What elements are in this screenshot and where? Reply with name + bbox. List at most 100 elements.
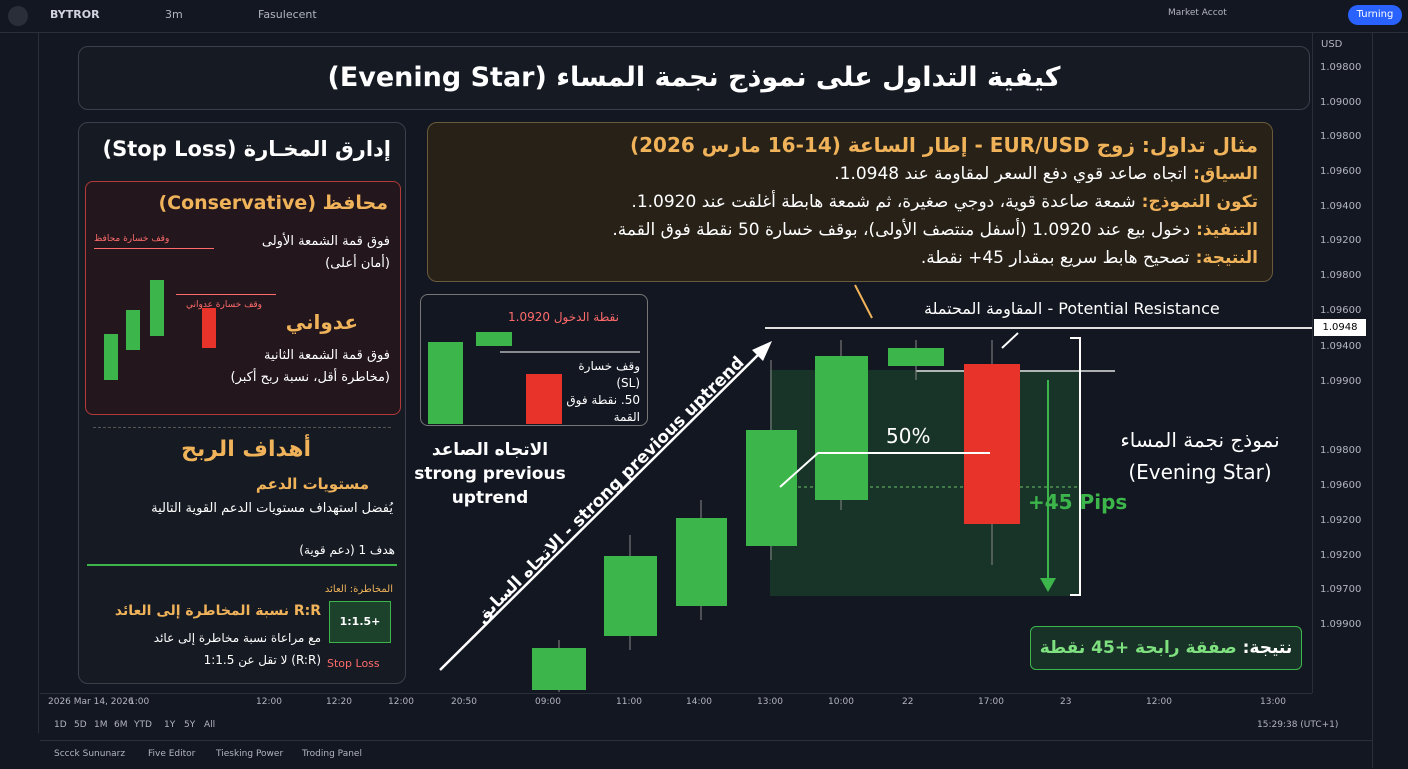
- example-title: مثال تداول: زوج EUR/USD - إطار الساعة (1…: [630, 133, 1258, 157]
- price-label: 1.09800: [1320, 131, 1362, 142]
- range[interactable]: All: [204, 720, 216, 730]
- time-label: 17:00: [978, 697, 1004, 707]
- tab[interactable]: Sccck Sununarz: [54, 749, 126, 759]
- aggressive-line-label: وقف خسارة عدواني: [186, 300, 263, 310]
- example-label: التنفيذ:: [1196, 220, 1258, 240]
- example-label: تكون النموذج:: [1141, 192, 1258, 212]
- example-text: دخول بيع عند 1.0920 (أسفل منتصف الأولى)،…: [612, 220, 1191, 240]
- inset-sl: وقف خسارة (SL) 50. نقطة فوق القمة: [560, 358, 640, 426]
- inset-candle: [428, 342, 463, 424]
- rr-stop: Stop Loss: [327, 657, 380, 670]
- clock: 15:29:38 (UTC+1): [1257, 720, 1339, 730]
- sl-box: محافظ (Conservative) وقف خسارة محافظ فوق…: [85, 181, 401, 415]
- price-label: 1.09600: [1320, 166, 1362, 177]
- mini-candle: [104, 334, 118, 380]
- left-toolbar: [0, 33, 39, 733]
- candle: [604, 556, 657, 636]
- pattern-label: نموذج نجمة المساء (Evening Star): [1090, 424, 1310, 488]
- trend-arrow: [439, 347, 766, 671]
- candle: [746, 430, 797, 546]
- time-axis: [40, 693, 1312, 714]
- range[interactable]: 5Y: [184, 720, 196, 730]
- uptrend-label: الاتجاه الصاعد strong previous uptrend: [412, 438, 568, 510]
- example-line: التنفيذ:دخول بيع عند 1.0920 (أسفل منتصف …: [442, 216, 1258, 244]
- example-text: تصحيح هابط سريع بمقدار 45+ نقطة.: [920, 248, 1190, 268]
- tab[interactable]: Five Editor: [148, 749, 196, 759]
- range[interactable]: 1M: [94, 720, 108, 730]
- range[interactable]: 5D: [74, 720, 87, 730]
- pattern-ar: نموذج نجمة المساء: [1120, 428, 1280, 452]
- bottom-bar: [40, 740, 1372, 769]
- price-label: 1.09600: [1320, 480, 1362, 491]
- sl-heading: إدارق المخـارة (Stop Loss): [102, 137, 391, 161]
- tab[interactable]: Tiesking Power: [216, 749, 284, 759]
- example-label: السياق:: [1193, 164, 1258, 184]
- right-toolbar: [1372, 33, 1408, 768]
- bracket: [1070, 337, 1081, 596]
- time-label: 12:00: [1146, 697, 1172, 707]
- result-box: نتيجة: صفقة رابحة +45 نقطة: [1030, 626, 1302, 670]
- symbol[interactable]: BYTROR: [50, 8, 100, 21]
- candle: [676, 518, 727, 606]
- example-line: السياق:اتجاه صاعد قوي دفع السعر لمقاومة …: [442, 160, 1258, 188]
- example-text: شمعة صاعدة قوية، دوجي صغيرة، ثم شمعة هاب…: [631, 192, 1136, 212]
- time-label: 14:00: [686, 697, 712, 707]
- profit-heading: أهداف الربح: [181, 437, 311, 462]
- resistance-label: المقاومة المحتملة - Potential Resistance: [924, 299, 1220, 318]
- conservative-line: [94, 248, 214, 249]
- price-label: 1.09400: [1320, 341, 1362, 352]
- support-text: يُفضل استهداف مستويات الدعم القوية التال…: [151, 501, 393, 516]
- support-title: مستويات الدعم: [255, 475, 369, 493]
- interval[interactable]: 3m: [165, 8, 183, 21]
- pips-head: [1040, 578, 1056, 592]
- conservative-note: (أمان أعلى): [325, 256, 390, 271]
- time-label: 20:50: [451, 697, 477, 707]
- mini-candle: [126, 310, 140, 350]
- candles: [532, 340, 1020, 692]
- price-label: 1.09200: [1320, 550, 1362, 561]
- example-text: اتجاه صاعد قوي دفع السعر لمقاومة عند 1.0…: [834, 164, 1188, 184]
- rr-badge-label: المخاطرة: العائد: [324, 584, 393, 595]
- resistance-price: 1.0948: [1314, 319, 1366, 336]
- sl-mini-chart: [104, 280, 216, 380]
- price-label: 1.09400: [1320, 201, 1362, 212]
- price-label: 1.09900: [1320, 619, 1362, 630]
- indicators[interactable]: Fasulecent: [258, 8, 317, 21]
- inset-entry: نقطة الدخول 1.0920: [508, 310, 619, 324]
- range[interactable]: 1D: [54, 720, 67, 730]
- price-label: 1.09200: [1320, 515, 1362, 526]
- time-label: 10:00: [828, 697, 854, 707]
- inset-sl-1: وقف خسارة (SL): [578, 359, 640, 390]
- rr-ratio: 1:1.5+: [329, 601, 391, 643]
- inset-sl-3: القمة: [613, 410, 640, 424]
- mini-candle: [202, 308, 216, 348]
- mini-candle: [150, 280, 164, 336]
- range[interactable]: YTD: [134, 720, 152, 730]
- price-label: 1.09600: [1320, 305, 1362, 316]
- range[interactable]: 1Y: [164, 720, 176, 730]
- time-label: 13:00: [757, 697, 783, 707]
- time-label: 09:00: [535, 697, 561, 707]
- uptrend-en-1: strong previous: [414, 464, 566, 484]
- action-button[interactable]: Turning: [1348, 5, 1402, 25]
- callout-arrow: [854, 284, 873, 319]
- account[interactable]: Market Accot: [1168, 8, 1227, 18]
- divider: [93, 427, 391, 429]
- tab[interactable]: Troding Panel: [302, 749, 362, 759]
- midpoint-line: [779, 452, 990, 488]
- title: كيفية التداول على نموذج نجمة المساء (Eve…: [78, 46, 1310, 110]
- range[interactable]: 6M: [114, 720, 128, 730]
- price-label: 1.09800: [1320, 445, 1362, 456]
- arrow-head: [752, 341, 772, 361]
- candle: [532, 648, 586, 690]
- time-label: 11:00: [616, 697, 642, 707]
- example-box: مثال تداول: زوج EUR/USD - إطار الساعة (1…: [427, 122, 1273, 282]
- example-line: النتيجة:تصحيح هابط سريع بمقدار 45+ نقطة.: [442, 244, 1258, 272]
- top-toolbar: BYTROR 3m Fasulecent Market Accot Turnin…: [0, 0, 1408, 33]
- aggressive-line: [176, 294, 276, 295]
- uptrend-ar: الاتجاه الصاعد: [431, 440, 549, 460]
- midpoint-label: 50%: [886, 424, 931, 448]
- price-label: 1.09700: [1320, 584, 1362, 595]
- time-label: 13:00: [1260, 697, 1286, 707]
